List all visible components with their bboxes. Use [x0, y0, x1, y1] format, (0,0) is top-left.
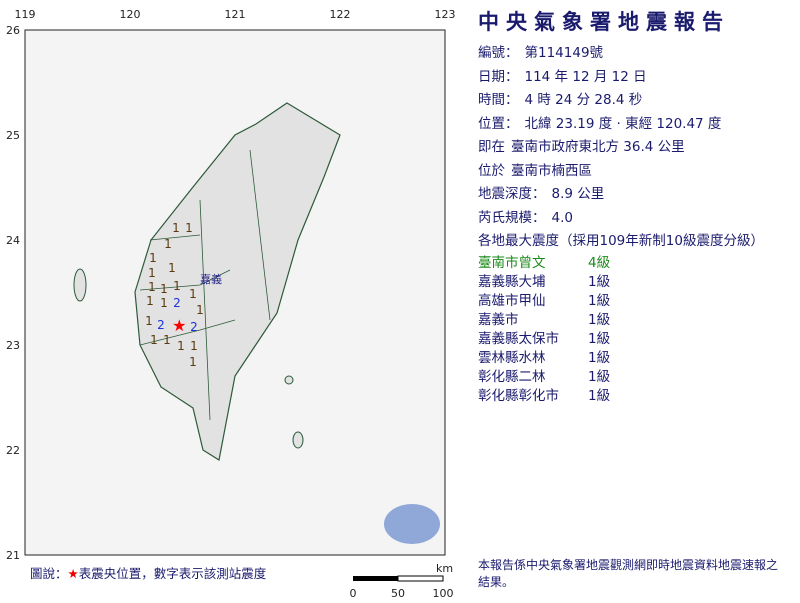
scale-tick: 100	[433, 587, 454, 600]
station-intensity: 1	[148, 266, 156, 280]
station-intensity: 2	[173, 296, 181, 310]
intensity-item: 彰化縣二林 1級	[478, 368, 800, 387]
station-level: 1級	[588, 311, 611, 328]
station-name: 高雄市甲仙	[478, 292, 546, 309]
penghu-islands	[73, 268, 87, 302]
station-intensity: 1	[185, 221, 193, 235]
green-island	[284, 375, 294, 385]
intensity-item: 高雄市甲仙 1級	[478, 292, 800, 311]
station-name: 嘉義縣太保市	[478, 330, 559, 347]
station-intensity: 1	[146, 294, 154, 308]
station-level: 1級	[588, 368, 611, 385]
report-depth: 地震深度： 8.9 公里	[478, 186, 605, 202]
lat-tick: 23	[6, 339, 20, 352]
station-intensity: 1	[172, 221, 180, 235]
lat-tick: 21	[6, 549, 20, 562]
intensity-item: 嘉義縣大埔 1級	[478, 273, 800, 292]
lon-tick: 119	[15, 8, 36, 21]
footer-note: 本報告係中央氣象署地震觀測網即時地震資料地震速報之結果。	[478, 558, 779, 589]
station-intensity: 2	[190, 320, 198, 334]
lat-tick: 24	[6, 234, 20, 247]
lon-tick: 121	[225, 8, 246, 21]
intensity-item: 彰化縣彰化市 1級	[478, 387, 800, 406]
intensity-item: 雲林縣水林 1級	[478, 349, 800, 368]
station-intensity: 1	[189, 287, 197, 301]
map-legend: 圖說：★表震央位置，數字表示該測站震度	[30, 566, 267, 581]
station-intensity: 1	[163, 333, 171, 347]
station-name: 彰化縣二林	[478, 368, 546, 385]
station-intensity: 1	[177, 339, 185, 353]
report-number: 編號： 第114149號	[478, 45, 604, 61]
station-level: 1級	[588, 330, 611, 347]
station-intensity: 1	[148, 280, 156, 294]
station-name: 臺南市曾文	[478, 254, 546, 271]
scale-unit: km	[436, 562, 453, 575]
report-time: 時間： 4 時 24 分 28.4 秒	[478, 92, 643, 108]
star-icon: ★	[67, 566, 79, 581]
station-level: 4級	[588, 254, 611, 271]
station-intensity: 2	[157, 318, 165, 332]
report-title: 中央氣象署地震報告	[478, 10, 730, 34]
scale-tick: 50	[391, 587, 405, 600]
cwa-logo	[384, 504, 440, 544]
station-level: 1級	[588, 387, 611, 404]
report-date: 日期： 114 年 12 月 12 日	[478, 68, 647, 85]
city-label-chiayi: 嘉義	[200, 272, 222, 286]
lat-tick: 25	[6, 129, 20, 142]
station-intensity: 1	[149, 251, 157, 265]
lon-tick: 123	[435, 8, 456, 21]
station-level: 1級	[588, 349, 611, 366]
station-intensity: 1	[160, 296, 168, 310]
lon-tick: 122	[330, 8, 351, 21]
report-panel: 中央氣象署地震報告 編號： 第114149號 日期： 114 年 12 月 12 日…	[478, 0, 800, 406]
station-intensity: 1	[189, 355, 197, 369]
intensity-item: 嘉義縣太保市 1級	[478, 330, 800, 349]
orchid-island	[292, 431, 304, 449]
station-intensity: 1	[164, 237, 172, 251]
report-district: 位於 臺南市楠西區	[478, 162, 592, 179]
lat-tick: 26	[6, 24, 20, 37]
station-intensity: 1	[190, 339, 198, 353]
epicenter-star-icon: ★	[172, 316, 186, 335]
station-name: 雲林縣水林	[478, 349, 546, 366]
report-relative: 即在 臺南市政府東北方 36.4 公里	[478, 139, 685, 155]
intensity-item: 嘉義市 1級	[478, 311, 800, 330]
report-magnitude: 芮氏規模： 4.0	[478, 209, 573, 226]
station-name: 嘉義縣大埔	[478, 273, 546, 290]
report-location: 位置： 北緯 23.19 度 · 東經 120.47 度	[478, 115, 722, 132]
station-intensity: 1	[145, 314, 153, 328]
lat-tick: 22	[6, 444, 20, 457]
station-intensity: 1	[196, 303, 204, 317]
scale-tick: 0	[350, 587, 357, 600]
station-intensity: 1	[168, 261, 176, 275]
station-name: 嘉義市	[478, 311, 519, 328]
intensity-item: 臺南市曾文 4級	[478, 254, 800, 273]
station-name: 彰化縣彰化市	[478, 387, 559, 404]
lon-tick: 120	[120, 8, 141, 21]
intensity-list: 臺南市曾文 4級 嘉義縣大埔 1級 高雄市甲仙 1級 嘉義市 1級 嘉義縣太保市 1級 雲林縣水林 1…	[478, 254, 800, 406]
intensity-title: 各地最大震度（採用109年新制10級震度分級）	[478, 233, 764, 249]
station-level: 1級	[588, 292, 611, 309]
station-intensity: 1	[173, 279, 181, 293]
station-intensity: 1	[160, 282, 168, 296]
taiwan-island	[134, 102, 341, 461]
station-level: 1級	[588, 273, 611, 290]
county-lines	[139, 149, 271, 421]
station-intensity: 1	[150, 333, 158, 347]
scale-bar: km 0 50 100	[350, 562, 454, 600]
